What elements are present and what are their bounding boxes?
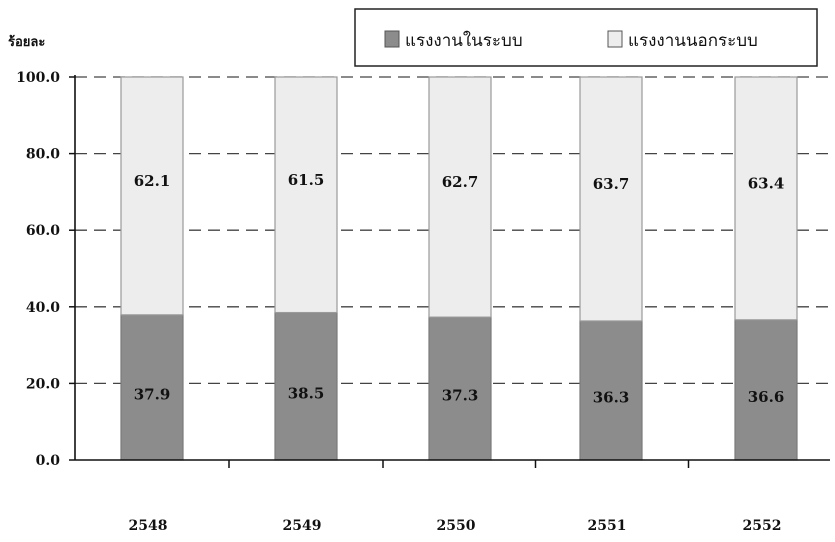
bar-segment-2549-1 <box>274 76 338 314</box>
legend-swatch-0 <box>384 30 400 48</box>
data-label-2550-0: 37.3 <box>442 387 479 405</box>
bar-segment-2549-0 <box>274 311 338 461</box>
data-label-2548-0: 37.9 <box>134 385 171 403</box>
y-tick-label-3: 60.0 <box>26 223 60 239</box>
data-label-2549-0: 38.5 <box>288 384 325 402</box>
data-label-2548-1: 62.1 <box>134 172 171 190</box>
data-label-2551-0: 36.3 <box>593 388 630 406</box>
data-label-2552-0: 36.6 <box>748 388 785 406</box>
x-tick-label-2551: 2551 <box>588 518 627 534</box>
legend-swatch-1 <box>607 30 623 48</box>
y-tick-label-0: 0.0 <box>36 453 61 469</box>
data-label-2551-1: 63.7 <box>593 175 630 193</box>
y-axis-unit-label: ร้อยละ <box>8 34 45 50</box>
bar-segment-2552-1 <box>734 76 798 321</box>
x-tick-label-2548: 2548 <box>129 518 168 534</box>
legend: แรงงานในระบบ แรงงานนอกระบบ <box>354 8 818 67</box>
data-label-2552-1: 63.4 <box>748 174 785 192</box>
x-tick-label-2549: 2549 <box>283 518 322 534</box>
data-labels: 0.0 20.0 40.0 60.0 80.0 100.0 37.9 62.1 2548 38.5… <box>16 70 784 534</box>
bar-segment-2548-1 <box>120 76 184 316</box>
data-label-2550-1: 62.7 <box>442 173 479 191</box>
bar-segment-2548-0 <box>120 314 184 461</box>
gridlines <box>75 76 830 385</box>
x-tick-label-2552: 2552 <box>743 518 782 534</box>
legend-label-1: แรงงานนอกระบบ <box>628 31 758 51</box>
data-label-2549-1: 61.5 <box>288 171 325 189</box>
bars <box>120 76 798 461</box>
axes <box>69 75 830 468</box>
y-tick-label-5: 100.0 <box>16 70 60 86</box>
y-tick-label-2: 40.0 <box>26 300 60 316</box>
legend-box <box>354 8 818 67</box>
bar-segment-2551-1 <box>579 76 643 322</box>
legend-label-0: แรงงานในระบบ <box>405 30 523 51</box>
y-tick-label-1: 20.0 <box>26 376 60 392</box>
bar-segment-2550-1 <box>428 76 492 318</box>
bar-segment-2552-0 <box>734 319 798 461</box>
x-tick-label-2550: 2550 <box>437 518 476 534</box>
y-tick-label-4: 80.0 <box>26 147 60 163</box>
